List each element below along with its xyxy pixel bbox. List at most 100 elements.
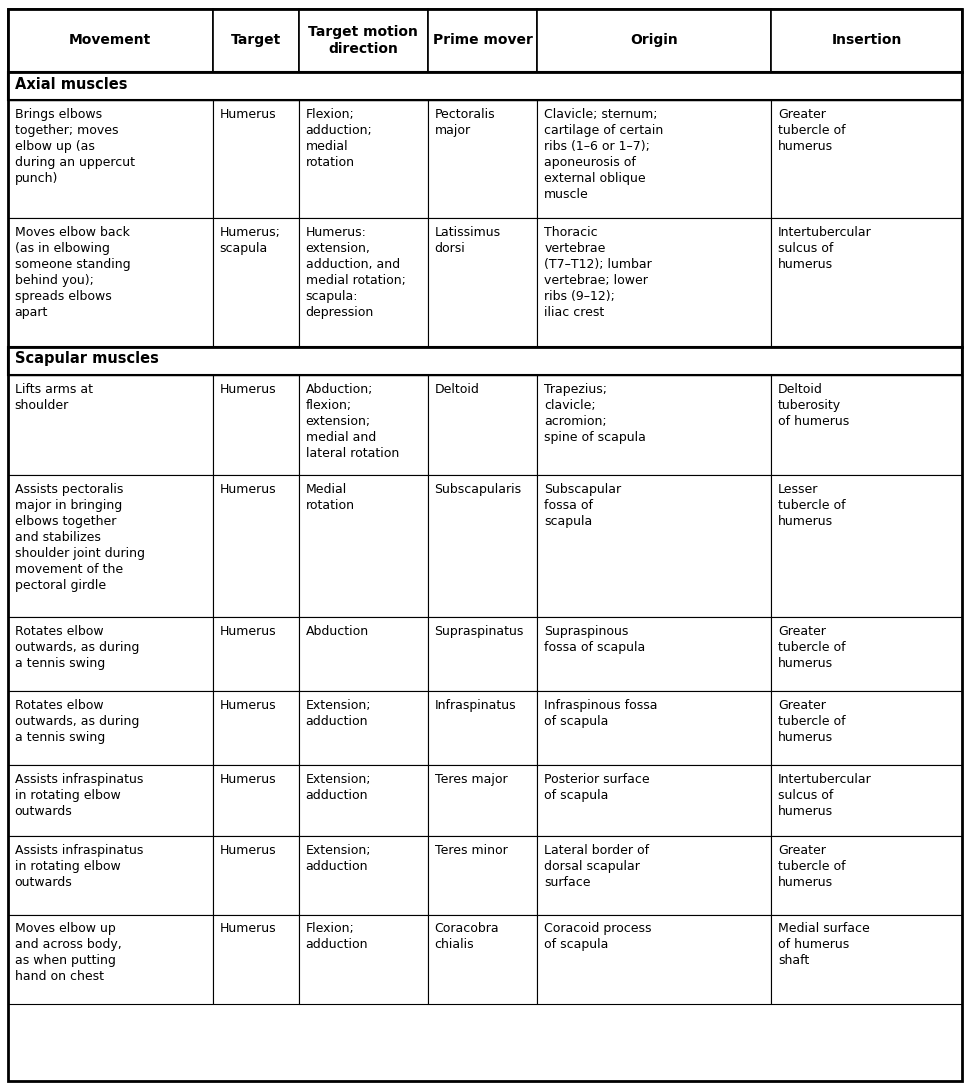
Bar (770, 375, 961, 475)
Text: Humerus: Humerus (220, 773, 276, 786)
Bar (298, 836, 427, 915)
Bar (537, 691, 770, 765)
Text: Humerus: Humerus (220, 483, 276, 496)
Text: Assists infraspinatus
in rotating elbow
outwards: Assists infraspinatus in rotating elbow … (15, 773, 142, 818)
Text: Humerus: Humerus (220, 922, 276, 935)
Bar (298, 100, 427, 218)
Bar (213, 836, 298, 915)
Bar (213, 475, 298, 617)
Text: Supraspinatus: Supraspinatus (434, 625, 523, 638)
Text: Infraspinatus: Infraspinatus (434, 699, 516, 712)
Bar (298, 915, 427, 1004)
Bar (427, 9, 537, 72)
Text: Medial
rotation: Medial rotation (305, 483, 355, 512)
Bar (8, 765, 213, 836)
Text: Lesser
tubercle of
humerus: Lesser tubercle of humerus (777, 483, 845, 528)
Text: Moves elbow back
(as in elbowing
someone standing
behind you);
spreads elbows
ap: Moves elbow back (as in elbowing someone… (15, 226, 130, 318)
Text: Humerus: Humerus (220, 383, 276, 396)
Text: Pectoralis
major: Pectoralis major (434, 108, 494, 137)
Bar (213, 375, 298, 475)
Bar (770, 691, 961, 765)
Bar (8, 100, 213, 218)
Text: Latissimus
dorsi: Latissimus dorsi (434, 226, 500, 255)
Bar (427, 617, 537, 691)
Text: Thoracic
vertebrae
(T7–T12); lumbar
vertebrae; lower
ribs (9–12);
iliac crest: Thoracic vertebrae (T7–T12); lumbar vert… (544, 226, 651, 318)
Text: Target motion
direction: Target motion direction (308, 25, 418, 56)
Text: Humerus:
extension,
adduction, and
medial rotation;
scapula:
depression: Humerus: extension, adduction, and media… (305, 226, 405, 318)
Bar (298, 375, 427, 475)
Text: Posterior surface
of scapula: Posterior surface of scapula (544, 773, 649, 802)
Text: Infraspinous fossa
of scapula: Infraspinous fossa of scapula (544, 699, 657, 728)
Text: Lifts arms at
shoulder: Lifts arms at shoulder (15, 383, 92, 412)
Bar (770, 9, 961, 72)
Text: Assists infraspinatus
in rotating elbow
outwards: Assists infraspinatus in rotating elbow … (15, 844, 142, 888)
Text: Subscapularis: Subscapularis (434, 483, 521, 496)
Bar (213, 765, 298, 836)
Text: Intertubercular
sulcus of
humerus: Intertubercular sulcus of humerus (777, 773, 871, 818)
Text: Intertubercular
sulcus of
humerus: Intertubercular sulcus of humerus (777, 226, 871, 270)
Text: Prime mover: Prime mover (432, 34, 532, 47)
Bar (537, 9, 770, 72)
Text: Extension;
adduction: Extension; adduction (305, 844, 371, 873)
Bar (770, 836, 961, 915)
Text: Abduction: Abduction (305, 625, 368, 638)
Text: Humerus;
scapula: Humerus; scapula (220, 226, 280, 255)
Text: Greater
tubercle of
humerus: Greater tubercle of humerus (777, 108, 845, 153)
Text: Humerus: Humerus (220, 625, 276, 638)
Bar (213, 915, 298, 1004)
Text: Insertion: Insertion (830, 34, 901, 47)
Text: Humerus: Humerus (220, 699, 276, 712)
Bar (770, 475, 961, 617)
Bar (427, 765, 537, 836)
Bar (8, 9, 213, 72)
Text: Humerus: Humerus (220, 108, 276, 121)
Text: Rotates elbow
outwards, as during
a tennis swing: Rotates elbow outwards, as during a tenn… (15, 699, 139, 743)
Text: Moves elbow up
and across body,
as when putting
hand on chest: Moves elbow up and across body, as when … (15, 922, 121, 983)
Bar (298, 475, 427, 617)
Text: Target: Target (231, 34, 281, 47)
Bar (298, 765, 427, 836)
Bar (298, 218, 427, 347)
Text: Coracoid process
of scapula: Coracoid process of scapula (544, 922, 651, 952)
Bar (537, 915, 770, 1004)
Text: Extension;
adduction: Extension; adduction (305, 773, 371, 802)
Bar (537, 218, 770, 347)
Text: Teres major: Teres major (434, 773, 507, 786)
Bar (770, 765, 961, 836)
Bar (298, 691, 427, 765)
Text: Greater
tubercle of
humerus: Greater tubercle of humerus (777, 699, 845, 743)
Text: Trapezius;
clavicle;
acromion;
spine of scapula: Trapezius; clavicle; acromion; spine of … (544, 383, 645, 444)
Bar (8, 475, 213, 617)
Text: Abduction;
flexion;
extension;
medial and
lateral rotation: Abduction; flexion; extension; medial an… (305, 383, 398, 460)
Bar (537, 375, 770, 475)
Text: Clavicle; sternum;
cartilage of certain
ribs (1–6 or 1–7);
aponeurosis of
extern: Clavicle; sternum; cartilage of certain … (544, 108, 663, 201)
Text: Supraspinous
fossa of scapula: Supraspinous fossa of scapula (544, 625, 645, 654)
Text: Flexion;
adduction: Flexion; adduction (305, 922, 368, 952)
Bar (537, 617, 770, 691)
Bar (213, 691, 298, 765)
Text: Extension;
adduction: Extension; adduction (305, 699, 371, 728)
Bar (8, 347, 961, 375)
Text: Humerus: Humerus (220, 844, 276, 857)
Bar (537, 765, 770, 836)
Bar (213, 617, 298, 691)
Bar (427, 691, 537, 765)
Text: Origin: Origin (630, 34, 677, 47)
Text: Deltoid: Deltoid (434, 383, 479, 396)
Text: Greater
tubercle of
humerus: Greater tubercle of humerus (777, 625, 845, 669)
Bar (537, 100, 770, 218)
Text: Axial muscles: Axial muscles (15, 76, 127, 92)
Bar (8, 836, 213, 915)
Bar (770, 100, 961, 218)
Bar (213, 100, 298, 218)
Bar (298, 617, 427, 691)
Text: Teres minor: Teres minor (434, 844, 507, 857)
Text: Movement: Movement (69, 34, 151, 47)
Bar (427, 375, 537, 475)
Text: Flexion;
adduction;
medial
rotation: Flexion; adduction; medial rotation (305, 108, 372, 169)
Text: Rotates elbow
outwards, as during
a tennis swing: Rotates elbow outwards, as during a tenn… (15, 625, 139, 669)
Text: Scapular muscles: Scapular muscles (15, 351, 158, 366)
Bar (537, 475, 770, 617)
Bar (427, 218, 537, 347)
Bar (770, 617, 961, 691)
